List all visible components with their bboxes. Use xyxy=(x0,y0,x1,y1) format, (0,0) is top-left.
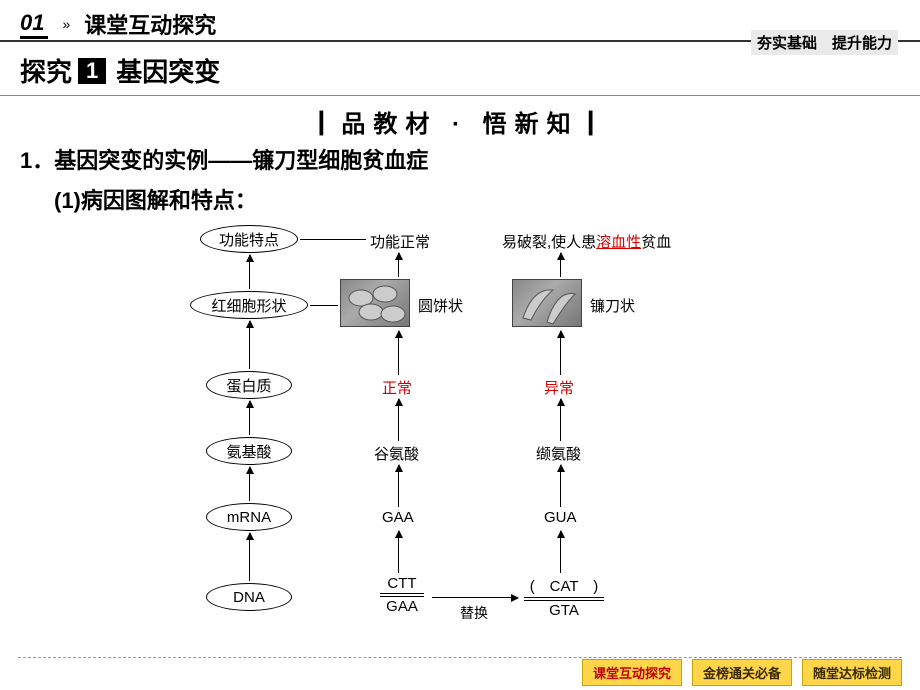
oval-function: 功能特点 xyxy=(200,225,298,253)
arrow-up-icon xyxy=(249,401,250,435)
normal-dna-bot: GAA xyxy=(386,598,418,615)
chapter-number: 01 xyxy=(20,10,48,39)
mutant-func-post: 贫血 xyxy=(641,234,671,251)
arrow-up-icon xyxy=(560,465,561,507)
footer-divider xyxy=(18,657,902,658)
explore-label: 探究 xyxy=(20,52,72,89)
arrow-up-icon xyxy=(398,465,399,507)
arrow-up-icon xyxy=(249,467,250,501)
mutant-function-label: 易破裂,使人患溶血性贫血 xyxy=(502,231,671,252)
oval-cell-shape: 红细胞形状 xyxy=(190,291,308,319)
normal-shape-label: 圆饼状 xyxy=(418,295,463,316)
mutant-protein-label: 异常 xyxy=(544,377,574,398)
arrow-up-icon xyxy=(249,533,250,581)
connector-line xyxy=(300,239,366,240)
replace-label: 替换 xyxy=(460,603,488,623)
oval-protein: 蛋白质 xyxy=(206,371,292,399)
header-title: 课堂互动探究 xyxy=(84,8,216,40)
fraction-bar xyxy=(524,597,604,598)
normal-protein-label: 正常 xyxy=(382,377,412,398)
mutant-mrna-label: GUA xyxy=(544,509,577,526)
normal-aa-label: 谷氨酸 xyxy=(374,443,419,464)
arrow-up-icon xyxy=(398,399,399,441)
chevron-icon: » xyxy=(62,16,70,32)
fraction-bar xyxy=(380,596,424,597)
fraction-bar xyxy=(380,593,424,594)
explore-topic: 基因突变 xyxy=(116,52,220,89)
mutant-func-pre: 易破裂,使人患 xyxy=(502,234,596,251)
normal-dna-fraction: CTT GAA xyxy=(380,575,424,615)
bottom-nav: 课堂互动探究 金榜通关必备 随堂达标检测 xyxy=(582,659,902,686)
header-subtitle: 夯实基础 提升能力 xyxy=(751,30,898,55)
page-header: 01 » 课堂互动探究 夯实基础 提升能力 xyxy=(0,0,920,42)
mutant-func-red: 溶血性 xyxy=(596,234,641,251)
sickle-cell-image xyxy=(512,279,582,327)
arrow-up-icon xyxy=(398,331,399,375)
nav-review[interactable]: 金榜通关必备 xyxy=(692,659,792,686)
arrow-up-icon xyxy=(249,255,250,289)
fraction-bar xyxy=(524,600,604,601)
normal-dna-top: CTT xyxy=(387,575,416,592)
question-1-title: 1．基因突变的实例——镰刀型细胞贫血症 xyxy=(0,139,920,175)
mutant-dna-bot: GTA xyxy=(549,602,579,619)
disc-cell-image xyxy=(340,279,410,327)
question-1-sub: (1)病因图解和特点： xyxy=(0,175,920,219)
arrow-up-icon xyxy=(398,253,399,277)
arrow-up-icon xyxy=(560,331,561,375)
mutation-diagram: 功能特点 红细胞形状 蛋白质 氨基酸 mRNA DNA 功能正常 圆饼状 正常 … xyxy=(140,225,780,635)
explore-number-badge: 1 xyxy=(78,58,106,84)
section-label: ┃品教材 · 悟新知┃ xyxy=(0,104,920,139)
arrow-right-icon xyxy=(432,597,518,598)
arrow-up-icon xyxy=(560,253,561,277)
connector-line xyxy=(310,305,338,306)
oval-mrna: mRNA xyxy=(206,503,292,531)
oval-dna: DNA xyxy=(206,583,292,611)
mutant-shape-label: 镰刀状 xyxy=(590,295,635,316)
nav-test[interactable]: 随堂达标检测 xyxy=(802,659,902,686)
mutant-dna-fraction: ( CAT ) GTA xyxy=(524,575,604,619)
arrow-up-icon xyxy=(560,531,561,573)
normal-function-label: 功能正常 xyxy=(370,231,430,252)
nav-interactive[interactable]: 课堂互动探究 xyxy=(582,659,682,686)
normal-mrna-label: GAA xyxy=(382,509,414,526)
arrow-up-icon xyxy=(560,399,561,441)
arrow-up-icon xyxy=(249,321,250,369)
mutant-aa-label: 缬氨酸 xyxy=(536,443,581,464)
mutant-dna-top: ( CAT ) xyxy=(530,575,599,596)
oval-amino-acid: 氨基酸 xyxy=(206,437,292,465)
arrow-up-icon xyxy=(398,531,399,573)
